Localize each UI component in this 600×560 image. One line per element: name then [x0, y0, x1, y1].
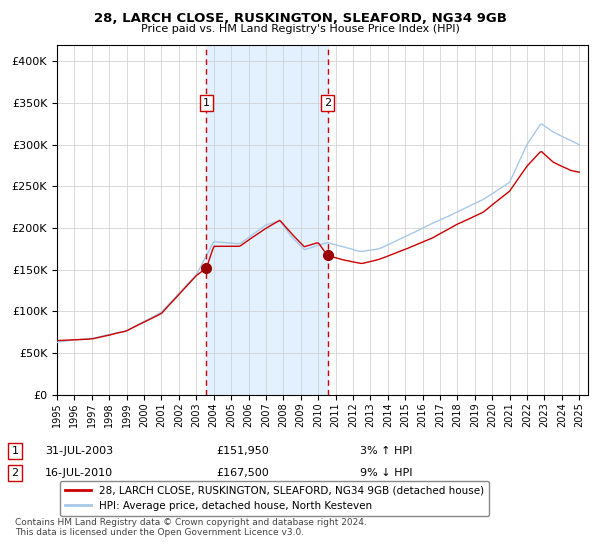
Text: 3% ↑ HPI: 3% ↑ HPI — [360, 446, 412, 456]
Text: 31-JUL-2003: 31-JUL-2003 — [45, 446, 113, 456]
Text: £151,950: £151,950 — [216, 446, 269, 456]
Text: 9% ↓ HPI: 9% ↓ HPI — [360, 468, 413, 478]
Text: 1: 1 — [203, 98, 210, 108]
Text: 1: 1 — [11, 446, 19, 456]
Text: Price paid vs. HM Land Registry's House Price Index (HPI): Price paid vs. HM Land Registry's House … — [140, 24, 460, 34]
Text: £167,500: £167,500 — [216, 468, 269, 478]
Legend: 28, LARCH CLOSE, RUSKINGTON, SLEAFORD, NG34 9GB (detached house), HPI: Average p: 28, LARCH CLOSE, RUSKINGTON, SLEAFORD, N… — [59, 480, 490, 516]
Text: 2: 2 — [324, 98, 331, 108]
Text: Contains HM Land Registry data © Crown copyright and database right 2024.
This d: Contains HM Land Registry data © Crown c… — [15, 518, 367, 538]
Text: 28, LARCH CLOSE, RUSKINGTON, SLEAFORD, NG34 9GB: 28, LARCH CLOSE, RUSKINGTON, SLEAFORD, N… — [94, 12, 506, 25]
Text: 16-JUL-2010: 16-JUL-2010 — [45, 468, 113, 478]
Text: 2: 2 — [11, 468, 19, 478]
Bar — [206, 45, 328, 395]
